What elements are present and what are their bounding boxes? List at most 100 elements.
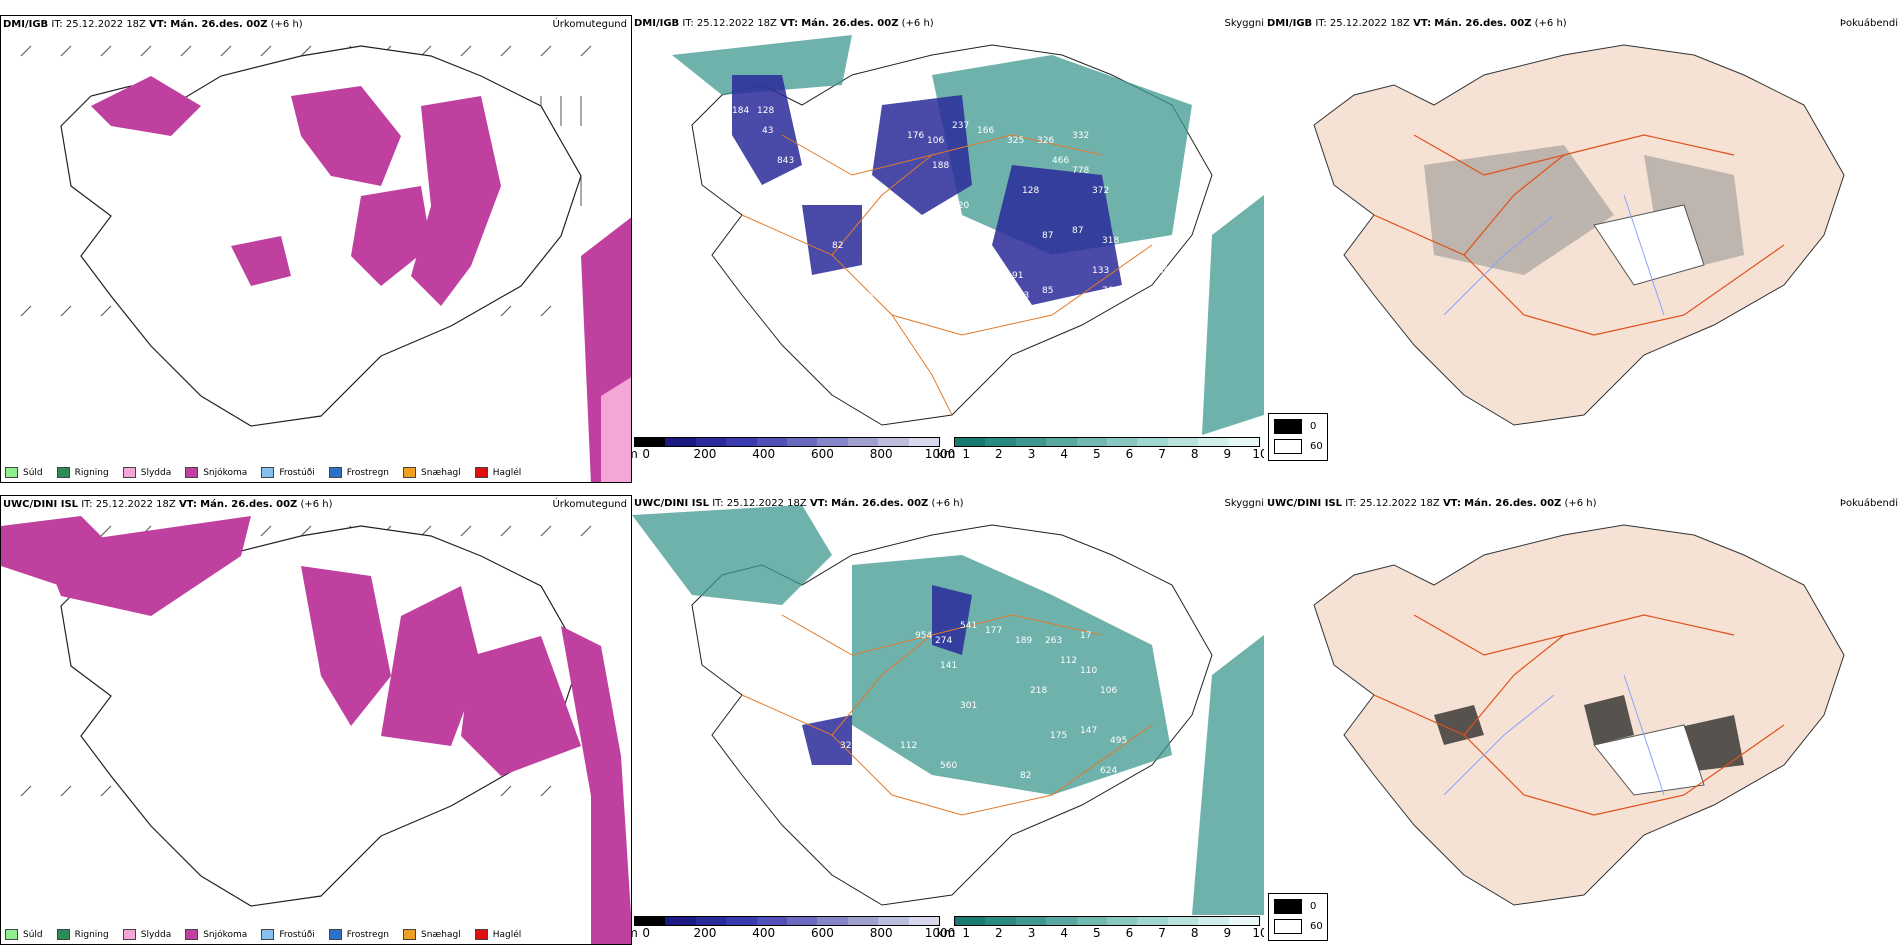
cloud-base-label: 532	[765, 606, 782, 616]
scale-tick: 10	[1252, 447, 1264, 461]
row2-cloud-header: UWC/DINI ISL IT: 25.12.2022 18Z VT: Mán.…	[634, 498, 964, 509]
cloud-base-label: 263	[1045, 636, 1062, 646]
scale-m: m02004006008001000	[632, 437, 955, 461]
cloud-panel-row2: 985 532 591 511 318 954 274 541 177 189 263 17 112 11…	[632, 495, 1264, 950]
row2-fog-header: UWC/DINI ISL IT: 25.12.2022 18Z VT: Mán.…	[1267, 498, 1597, 509]
fog-panel-row2: UWC/DINI ISL IT: 25.12.2022 18Z VT: Mán.…	[1264, 495, 1900, 950]
cloud-base-label: 241	[712, 141, 729, 151]
scale-tick: 400	[752, 926, 776, 940]
river-network	[1443, 194, 1665, 316]
scale-segment	[1107, 917, 1138, 925]
scale-tick: 4	[1060, 447, 1068, 461]
cloud-base-label: 141	[940, 661, 957, 671]
road-network	[1373, 614, 1785, 816]
scale-segment	[787, 438, 818, 446]
row1-fog-header: DMI/IGB IT: 25.12.2022 18Z VT: Mán. 26.d…	[1267, 18, 1567, 29]
scale-segment	[756, 917, 788, 925]
cloud-base-areas	[732, 75, 1122, 305]
cloud-base-label: 591	[720, 641, 737, 651]
precip-map	[1, 516, 631, 944]
scale-segment	[726, 917, 757, 925]
row1-precip-header: DMI/IGB IT: 25.12.2022 18Z VT: Mán. 26.d…	[3, 19, 303, 30]
cloud-base-label: 133	[1092, 266, 1109, 276]
cloud-map: 184 128 241 43 843 176 106 237 166 325 326 332 46677…	[672, 35, 1264, 435]
scale-tick: 4	[1060, 926, 1068, 940]
scale-tick: 2	[995, 926, 1003, 940]
valid-label: VT:	[149, 19, 168, 30]
scale-tick: 200	[693, 447, 717, 461]
scale-segment	[1015, 438, 1047, 446]
legend-item: Rigning	[56, 467, 109, 478]
scale-tick: 6	[1125, 447, 1134, 461]
precip-legend: Súld Rigning Slydda Snjókoma Frostúði Fr…	[5, 467, 521, 478]
precip-panel-row2: UWC/DINI ISL IT: 25.12.2022 18Z VT: Mán.…	[0, 495, 632, 945]
cloud-base-label: 112	[1060, 656, 1077, 666]
scale-segment	[1107, 438, 1138, 446]
cloud-base-label: 110	[1080, 666, 1097, 676]
cloud-title: Skyggni	[1224, 18, 1264, 29]
cloud-base-label: 82	[832, 241, 843, 251]
fog-legend: 0 60	[1268, 413, 1328, 461]
cloud-base-label: 84	[932, 261, 944, 271]
cloud-base-label: 147	[1080, 726, 1097, 736]
scale-tick: 800	[869, 447, 893, 461]
cloud-base-label: 332	[1072, 131, 1089, 141]
cloud-base-label: 325	[840, 741, 857, 751]
scale-segment	[1015, 917, 1047, 925]
cloud-base-label: 541	[960, 621, 977, 631]
scale-tick: 2	[995, 447, 1003, 461]
fog-panel-row1: DMI/IGB IT: 25.12.2022 18Z VT: Mán. 26.d…	[1264, 15, 1900, 483]
scale-segment	[635, 438, 666, 446]
scale-segment	[756, 438, 788, 446]
scale-segment	[1137, 438, 1168, 446]
precip-legend: Súld Rigning Slydda Snjókoma Frostúði Fr…	[5, 929, 521, 940]
scale-tick: 1	[962, 447, 971, 461]
scale-tick: 7	[1158, 926, 1166, 940]
scale-tick: 0	[642, 447, 651, 461]
cloud-base-label: 326	[1037, 136, 1054, 146]
cloud-base-label: 560	[940, 761, 957, 771]
cloud-base-label: 177	[985, 626, 1002, 636]
cloud-base-label: 112	[900, 741, 917, 751]
low-cloud-areas	[672, 35, 1264, 435]
scale-tick: 6	[1125, 926, 1134, 940]
cloud-base-label: 193	[892, 241, 909, 251]
cloud-base-label: 176	[907, 131, 924, 141]
scale-km: km 1 2 3 4 5 6 7 8 9 10	[937, 916, 1264, 940]
scale-segment	[985, 917, 1016, 925]
cloud-base-label: 372	[1092, 186, 1109, 196]
cloud-base-label: 128	[1022, 186, 1039, 196]
scale-segment	[695, 917, 727, 925]
scale-tick: 600	[811, 447, 834, 461]
scale-segment	[1198, 438, 1229, 446]
scale-segment	[665, 917, 696, 925]
cloud-base-label: 189	[1015, 636, 1032, 646]
cloud-base-label: 843	[777, 156, 794, 166]
road-network	[741, 134, 1153, 416]
scale-segment	[726, 438, 757, 446]
row1-cloud-header: DMI/IGB IT: 25.12.2022 18Z VT: Mán. 26.d…	[634, 18, 934, 29]
legend-item: Súld	[5, 467, 43, 478]
cloud-base-label: 143	[1012, 291, 1029, 301]
scale-tick: 200	[693, 926, 717, 940]
cloud-base-label: 624	[1100, 766, 1117, 776]
scale-tick: 800	[869, 926, 893, 940]
scale-segment	[695, 438, 727, 446]
cloud-base-label: 511	[770, 626, 787, 636]
cloud-base-label: 954	[915, 631, 932, 641]
cloud-base-label: 82	[1020, 771, 1031, 781]
precip-title: Úrkomutegund	[552, 19, 627, 30]
cloud-base-label: 307	[1132, 276, 1149, 286]
scale-tick: 9	[1223, 926, 1232, 940]
scale-segment	[1076, 917, 1108, 925]
scale-tick: 3	[1027, 926, 1036, 940]
glacier	[1593, 724, 1705, 796]
scale-segment	[1046, 917, 1077, 925]
cloud-base-label: 184	[732, 106, 749, 116]
cloud-base-label: 166	[977, 126, 994, 136]
scale-tick: 8	[1190, 926, 1199, 940]
cloud-base-label: 301	[960, 701, 977, 711]
scale-tick: 8	[1190, 447, 1199, 461]
valid-time: Mán. 26.des. 00Z	[170, 19, 268, 30]
